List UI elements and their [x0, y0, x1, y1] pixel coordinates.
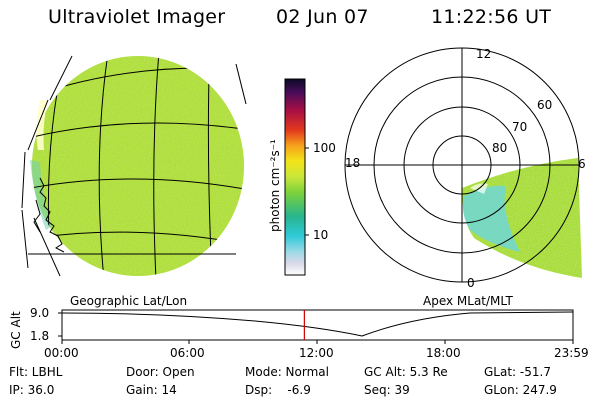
- orbit-ytick-low: 1.8: [30, 329, 50, 343]
- orbit-altitude-plot: [58, 309, 574, 344]
- colorbar-tick-100: 100: [313, 141, 336, 155]
- info-mode: Mode: Normal: [245, 365, 329, 379]
- mlt-label-0: 0: [467, 276, 475, 290]
- mlat-label-80: 80: [492, 141, 508, 155]
- mlt-label-12: 12: [476, 47, 492, 61]
- info-seq: Seq: 39: [364, 383, 410, 397]
- coastline: [33, 177, 65, 253]
- orbit-ytick-high: 9.0: [30, 306, 50, 320]
- mlat-label-70: 70: [512, 120, 528, 134]
- time-tick-2359: 23:59: [554, 346, 589, 360]
- geographic-grid-outer: [21, 55, 247, 277]
- colorbar-tick-10: 10: [313, 228, 329, 242]
- time-tick-0600: 06:00: [170, 346, 205, 360]
- time-tick-1800: 18:00: [426, 346, 461, 360]
- info-dsp: Dsp: -6.9: [245, 383, 311, 397]
- mlt-label-18: 18: [345, 156, 361, 170]
- info-glat: GLat: -51.7: [484, 365, 551, 379]
- left-panel-caption: Geographic Lat/Lon: [70, 294, 188, 308]
- info-filter: Flt: LBHL: [9, 365, 63, 379]
- polar-aurora-image: [462, 158, 582, 278]
- time-label: 11:22:56 UT: [431, 6, 552, 28]
- info-door: Door: Open: [126, 365, 195, 379]
- time-tick-0000: 00:00: [44, 346, 79, 360]
- info-gain: Gain: 14: [126, 383, 177, 397]
- mlt-label-6: 6: [578, 157, 586, 171]
- earth-disk-image: [30, 56, 244, 276]
- colorbar-unit-label: photon cm⁻²s⁻¹: [268, 139, 282, 232]
- time-tick-1200: 12:00: [299, 346, 334, 360]
- info-glon: GLon: 247.9: [484, 383, 557, 397]
- orbit-axis-label: GC Alt: [9, 311, 23, 349]
- instrument-title: Ultraviolet Imager: [48, 6, 226, 28]
- info-gc-alt: GC Alt: 5.3 Re: [364, 365, 448, 379]
- intensity-colorbar: [284, 78, 309, 276]
- mlat-label-60: 60: [537, 98, 553, 112]
- date-label: 02 Jun 07: [276, 6, 369, 28]
- polar-grid: [344, 47, 580, 283]
- info-ip: IP: 36.0: [9, 383, 55, 397]
- right-panel-caption: Apex MLat/MLT: [423, 294, 513, 308]
